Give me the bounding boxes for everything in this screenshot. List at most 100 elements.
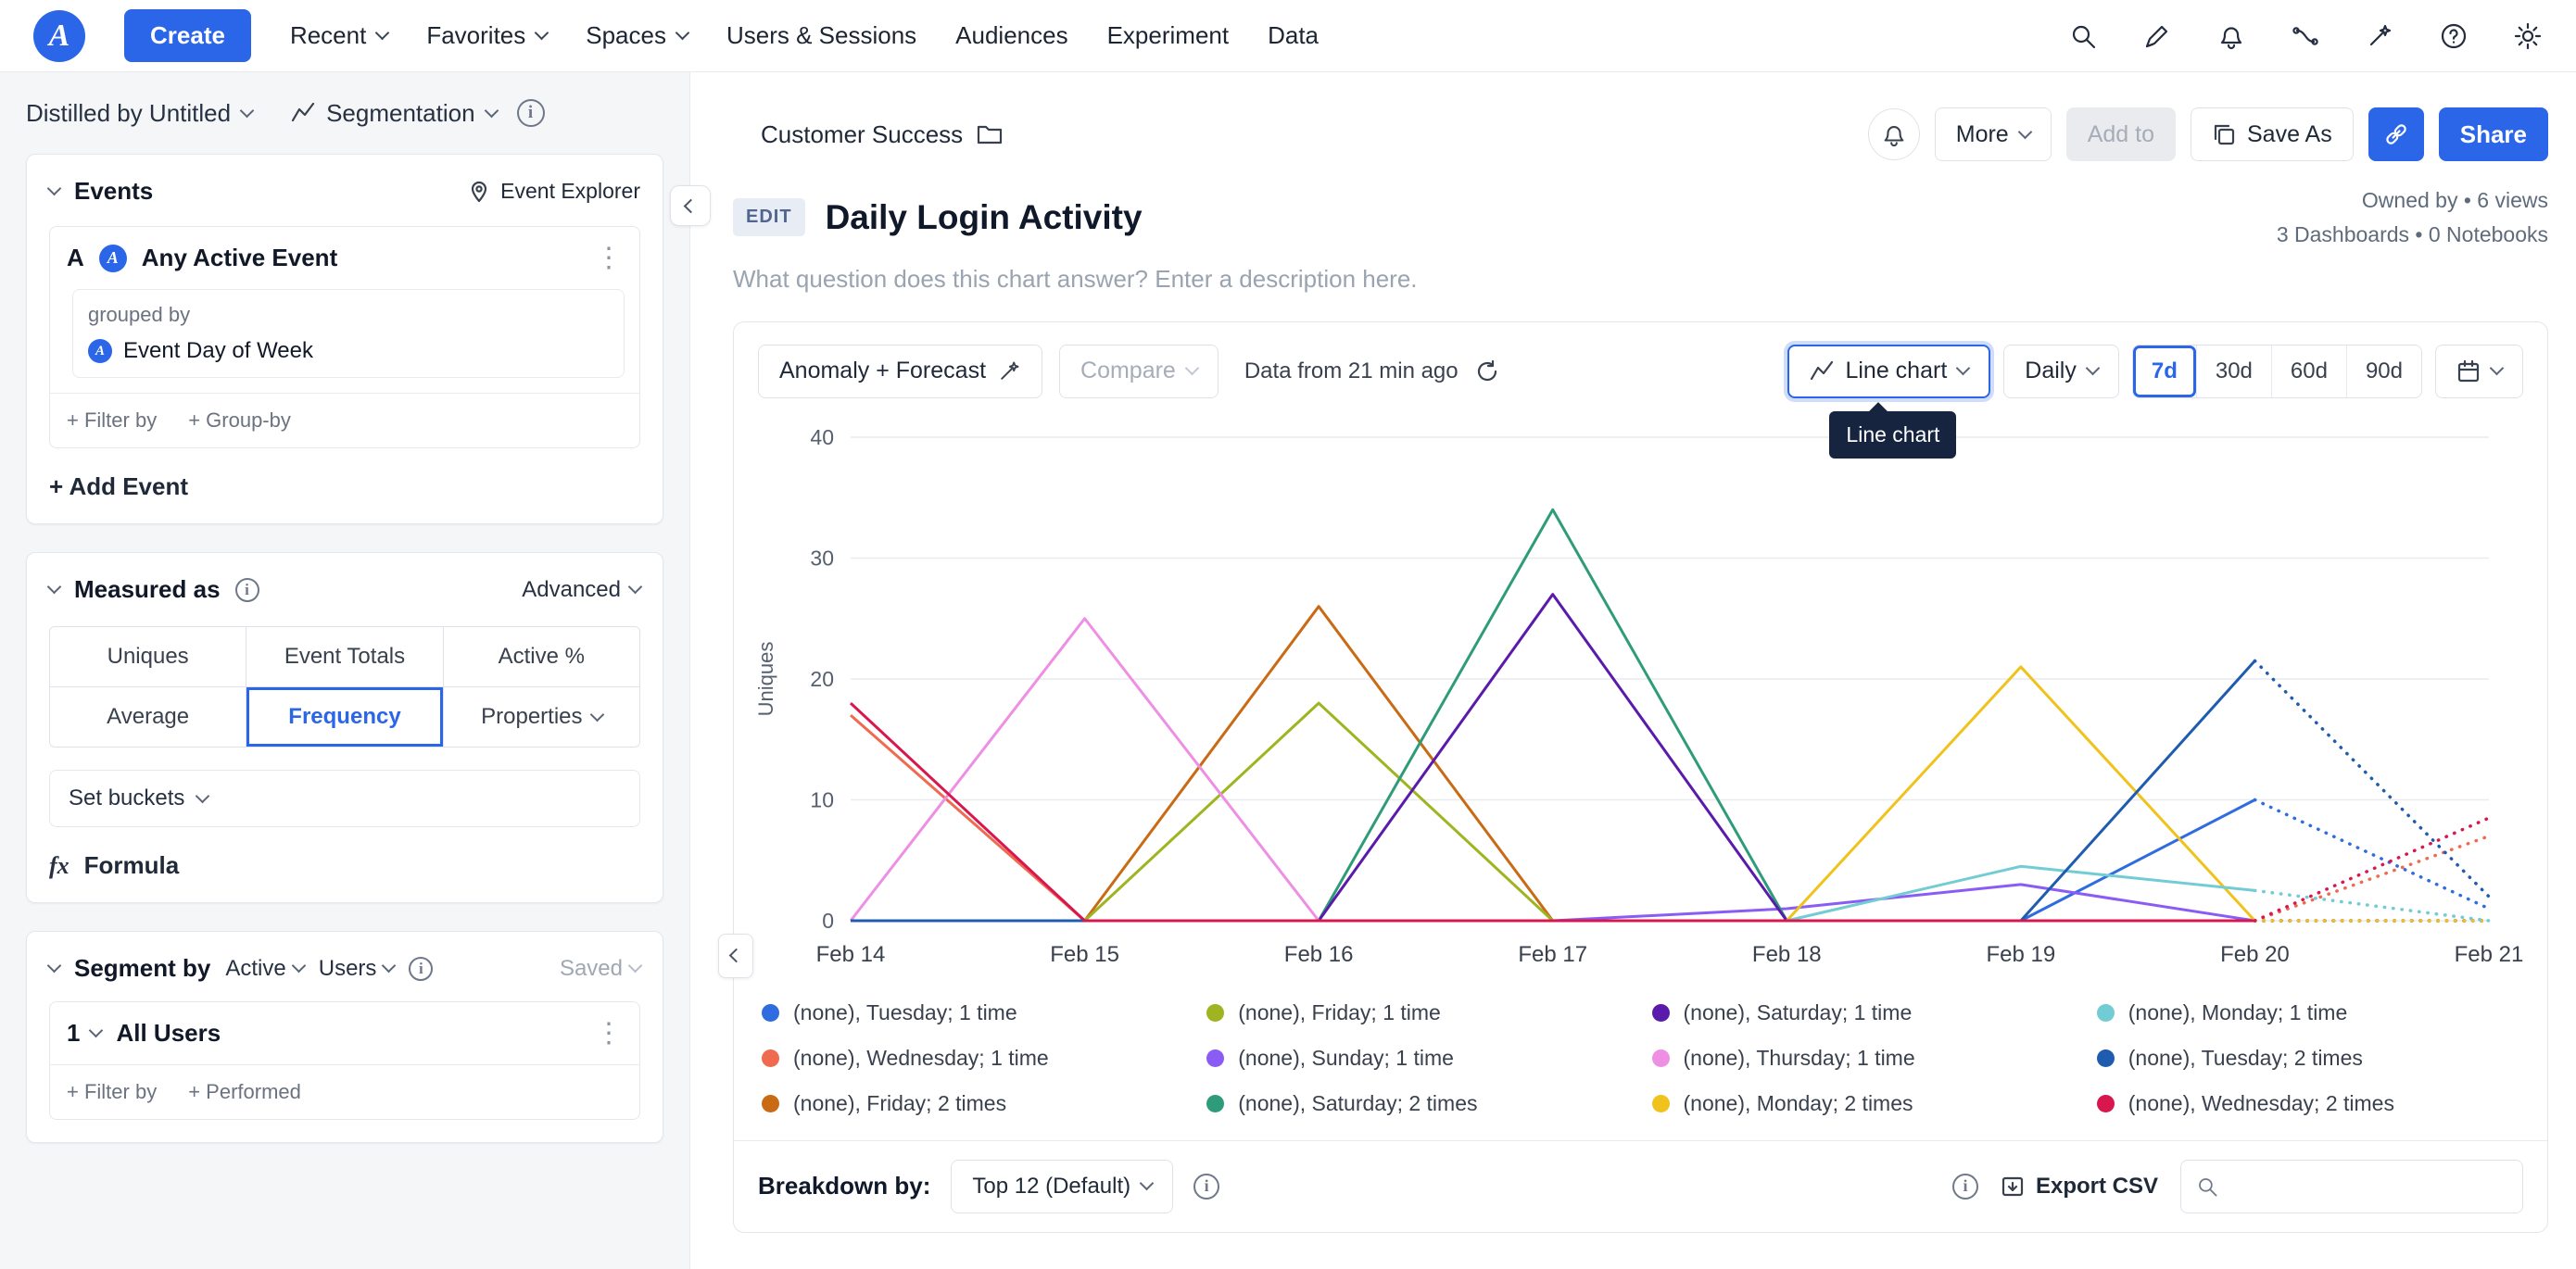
- page-title[interactable]: Daily Login Activity: [825, 197, 1143, 236]
- add-event-button[interactable]: + Add Event: [49, 472, 189, 500]
- collapse-sidebar-button[interactable]: [670, 185, 711, 226]
- breakdown-top-dropdown[interactable]: Top 12 (Default): [951, 1159, 1174, 1213]
- breakdown-search[interactable]: [2180, 1159, 2523, 1213]
- add-to-button[interactable]: Add to: [2065, 107, 2176, 161]
- tab-frequency[interactable]: Frequency: [246, 687, 443, 747]
- search-icon: [2199, 1177, 2217, 1197]
- legend-item[interactable]: (none), Wednesday; 1 time: [762, 1046, 1184, 1071]
- collapse-section-icon[interactable]: [46, 579, 62, 595]
- svg-text:Feb 21: Feb 21: [2455, 942, 2524, 967]
- refresh-icon[interactable]: [1475, 359, 1499, 383]
- events-card: Events Event Explorer A A Any Active Eve…: [26, 154, 663, 524]
- save-as-button[interactable]: Save As: [2191, 107, 2354, 161]
- bell-icon[interactable]: [2216, 21, 2246, 51]
- info-icon[interactable]: i: [1193, 1173, 1220, 1200]
- range-7d[interactable]: 7d: [2132, 345, 2196, 397]
- tab-properties[interactable]: Properties: [443, 687, 639, 747]
- legend-item[interactable]: (none), Tuesday; 2 times: [2096, 1046, 2519, 1071]
- tab-active-pct[interactable]: Active %: [443, 627, 639, 686]
- formula-label: Formula: [83, 851, 180, 879]
- filter-by-button[interactable]: + Filter by: [67, 408, 158, 432]
- users-dropdown[interactable]: Users: [319, 956, 397, 982]
- calendar-dropdown[interactable]: [2435, 344, 2523, 398]
- formula-button[interactable]: fx Formula: [49, 851, 640, 880]
- event-row[interactable]: A A Any Active Event ⋮: [50, 227, 639, 289]
- chart-type-dropdown[interactable]: Line chart Line chart: [1787, 344, 1991, 459]
- set-buckets-dropdown[interactable]: Set buckets: [49, 770, 640, 827]
- copy-link-button[interactable]: [2368, 107, 2424, 161]
- filter-by-button[interactable]: + Filter by: [67, 1080, 158, 1103]
- group-by-button[interactable]: + Group-by: [188, 408, 291, 432]
- granularity-dropdown[interactable]: Daily: [2003, 344, 2119, 398]
- legend-item[interactable]: (none), Sunday; 1 time: [1206, 1046, 1629, 1071]
- pencil-icon[interactable]: [2142, 21, 2172, 51]
- legend-item[interactable]: (none), Saturday; 1 time: [1651, 1000, 2075, 1025]
- export-csv-button[interactable]: Export CSV: [2001, 1174, 2158, 1200]
- project-selector[interactable]: Distilled by Untitled: [26, 99, 255, 128]
- collapse-section-icon[interactable]: [46, 181, 62, 196]
- info-icon[interactable]: i: [409, 956, 434, 981]
- legend-swatch: [2096, 1094, 2115, 1112]
- legend-item[interactable]: (none), Monday; 1 time: [2096, 1000, 2519, 1025]
- more-button[interactable]: More: [1934, 107, 2052, 161]
- kebab-menu-icon[interactable]: ⋮: [595, 1017, 623, 1049]
- anomaly-forecast-button[interactable]: Anomaly + Forecast: [758, 344, 1043, 398]
- breadcrumb[interactable]: Customer Success: [761, 120, 1004, 149]
- edit-badge[interactable]: EDIT: [733, 198, 805, 237]
- legend-item[interactable]: (none), Friday; 2 times: [762, 1091, 1184, 1116]
- nav-spaces[interactable]: Spaces: [586, 21, 690, 50]
- performed-button[interactable]: + Performed: [188, 1080, 301, 1103]
- range-30d[interactable]: 30d: [2195, 345, 2271, 397]
- nav-experiment[interactable]: Experiment: [1107, 21, 1230, 50]
- notification-bell-button[interactable]: [1867, 108, 1920, 160]
- info-icon[interactable]: i: [1951, 1173, 1978, 1200]
- create-button[interactable]: Create: [124, 9, 251, 62]
- search-icon[interactable]: [2068, 21, 2098, 51]
- nav-recent[interactable]: Recent: [290, 21, 390, 50]
- range-label: 30d: [2215, 358, 2253, 383]
- breakdown-search-input[interactable]: [2229, 1173, 2517, 1200]
- tab-label: Properties: [481, 704, 583, 729]
- amplitude-logo[interactable]: A: [33, 9, 85, 62]
- segment-row[interactable]: 1 All Users ⋮: [50, 1002, 639, 1064]
- breakdown-label: Breakdown by:: [758, 1172, 931, 1200]
- tab-uniques[interactable]: Uniques: [50, 627, 246, 686]
- kebab-menu-icon[interactable]: ⋮: [595, 242, 623, 273]
- description-placeholder[interactable]: What question does this chart answer? En…: [733, 264, 1418, 293]
- compare-dropdown[interactable]: Compare: [1059, 344, 1219, 398]
- saved-dropdown[interactable]: Saved: [560, 956, 643, 982]
- tab-average[interactable]: Average: [50, 687, 246, 747]
- legend-item[interactable]: (none), Monday; 2 times: [1651, 1091, 2075, 1116]
- range-90d[interactable]: 90d: [2345, 345, 2421, 397]
- legend-item[interactable]: (none), Tuesday; 1 time: [762, 1000, 1184, 1025]
- legend-item[interactable]: (none), Friday; 1 time: [1206, 1000, 1629, 1025]
- range-60d[interactable]: 60d: [2270, 345, 2346, 397]
- settings-icon[interactable]: [2513, 21, 2543, 51]
- line-chart[interactable]: 0 10 20 30 40 Uniques Feb 14 Feb 15 Feb 16 Feb 17…: [734, 415, 2547, 986]
- legend-item[interactable]: (none), Thursday; 1 time: [1651, 1046, 2075, 1071]
- event-explorer-button[interactable]: Event Explorer: [467, 179, 640, 204]
- chart-meta: Owned by • 6 views 3 Dashboards • 0 Note…: [2277, 183, 2548, 252]
- nav-audiences[interactable]: Audiences: [955, 21, 1067, 50]
- active-dropdown[interactable]: Active: [225, 956, 307, 982]
- nav-users-sessions[interactable]: Users & Sessions: [726, 21, 916, 50]
- share-button[interactable]: Share: [2438, 107, 2548, 161]
- collapse-section-icon[interactable]: [46, 958, 62, 974]
- collapse-chart-panel-button[interactable]: [718, 933, 753, 978]
- info-icon[interactable]: i: [234, 577, 259, 602]
- advanced-dropdown[interactable]: Advanced: [522, 577, 643, 603]
- legend-item[interactable]: (none), Saturday; 2 times: [1206, 1091, 1629, 1116]
- flow-icon[interactable]: [2291, 21, 2320, 51]
- chevron-down-icon: [375, 25, 390, 41]
- info-icon[interactable]: i: [516, 99, 545, 127]
- nav-favorites[interactable]: Favorites: [426, 21, 549, 50]
- help-icon[interactable]: [2439, 21, 2469, 51]
- wand-icon[interactable]: [2365, 21, 2394, 51]
- grouped-by-box[interactable]: grouped by A Event Day of Week: [72, 289, 625, 378]
- line-chart-svg[interactable]: 0 10 20 30 40 Uniques Feb 14 Feb 15 Feb 16 Feb 17…: [747, 421, 2523, 986]
- nav-data[interactable]: Data: [1268, 21, 1319, 50]
- legend-item[interactable]: (none), Wednesday; 2 times: [2096, 1091, 2519, 1116]
- tab-event-totals[interactable]: Event Totals: [246, 627, 443, 686]
- chart-type-selector[interactable]: Segmentation: [291, 99, 499, 128]
- event-name: Any Active Event: [141, 244, 338, 271]
